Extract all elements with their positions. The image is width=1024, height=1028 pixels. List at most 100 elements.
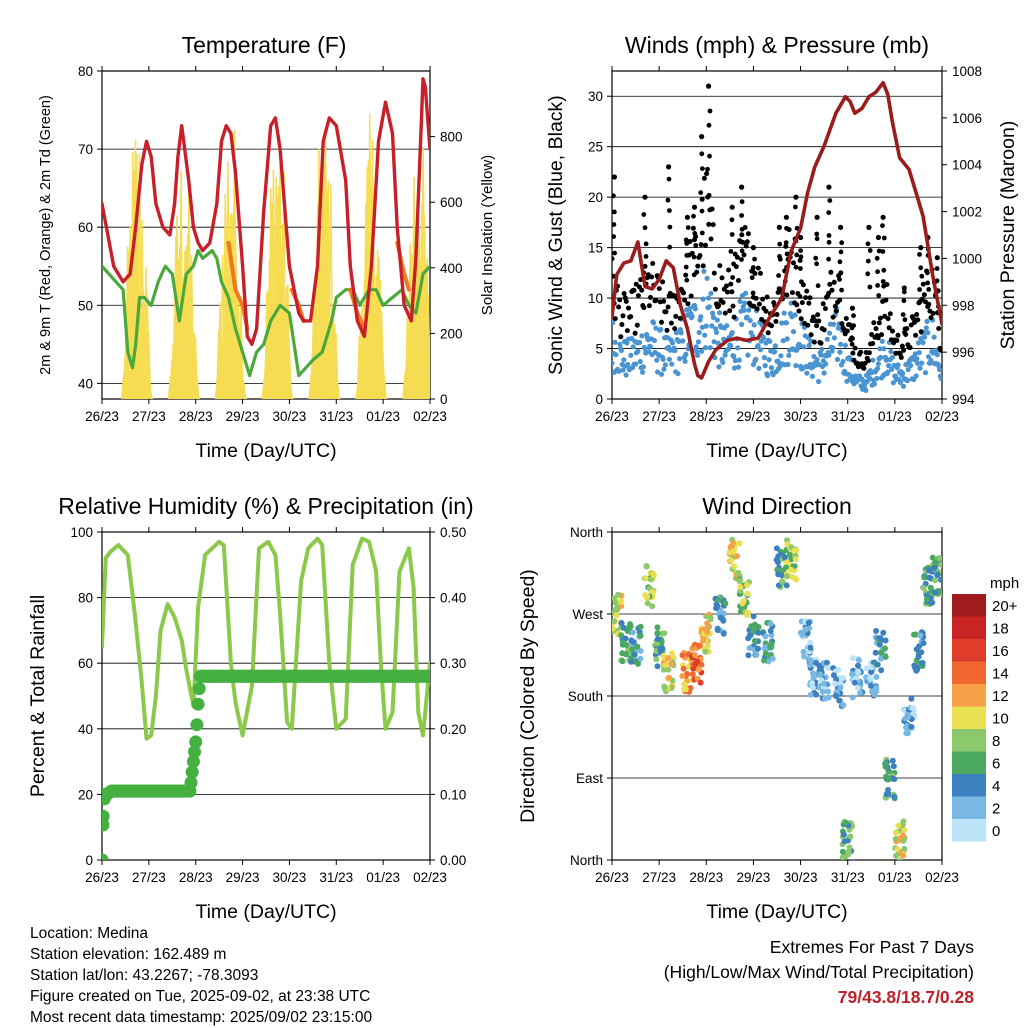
- wind-point: [818, 352, 824, 358]
- direction-point: [936, 555, 942, 562]
- direction-point: [882, 645, 888, 652]
- wind-point: [768, 365, 775, 371]
- precip-point: [186, 755, 200, 769]
- direction-point: [800, 648, 807, 655]
- direction-point: [882, 760, 889, 767]
- gust-point: [837, 259, 843, 265]
- direction-cluster: [892, 818, 908, 860]
- legend-title: mph: [990, 575, 1019, 592]
- wind-point: [920, 340, 926, 346]
- gust-point: [796, 308, 802, 314]
- gust-point: [877, 315, 883, 321]
- gust-point: [703, 242, 708, 248]
- legend-swatch: [952, 796, 986, 819]
- wind-point: [635, 348, 641, 354]
- y-right-tick-label: 0.10: [440, 787, 466, 802]
- gust-point: [844, 328, 850, 334]
- gust-point: [833, 308, 839, 314]
- direction-point: [783, 582, 790, 589]
- direction-point: [813, 691, 819, 698]
- gust-point: [804, 288, 810, 294]
- extremes-value: 79/43.8/18.7/0.28: [837, 987, 974, 1007]
- gust-point: [928, 315, 934, 321]
- direction-point: [612, 625, 616, 632]
- direction-point: [892, 829, 899, 836]
- direction-point: [613, 612, 620, 619]
- wind-point: [660, 356, 666, 362]
- gust-point: [917, 299, 923, 304]
- wind-point: [713, 329, 720, 335]
- direction-point: [836, 697, 843, 704]
- wind-series: [612, 80, 942, 393]
- direction-cluster: [627, 623, 644, 667]
- direction-cluster: [882, 756, 898, 802]
- gust-point: [902, 317, 908, 323]
- gust-point: [783, 243, 789, 249]
- gust-point: [739, 257, 744, 262]
- solar-day: [120, 139, 154, 399]
- wind-point: [744, 314, 750, 320]
- direction-point: [855, 669, 862, 676]
- gust-point: [612, 316, 618, 322]
- gust-point: [731, 261, 736, 267]
- precip-point: [102, 853, 109, 860]
- gust-point: [618, 334, 624, 340]
- gust-point: [855, 364, 861, 370]
- gust-point: [729, 232, 735, 237]
- wind-point: [840, 358, 846, 365]
- gust-point: [826, 210, 832, 216]
- gust-peak-point: [642, 194, 648, 200]
- gust-point: [881, 267, 887, 273]
- wind-point: [922, 334, 928, 340]
- wind-point: [706, 304, 713, 310]
- gust-point: [867, 284, 873, 290]
- gust-point: [707, 108, 713, 114]
- gust-point: [723, 283, 729, 289]
- x-tick-label: 31/23: [831, 870, 865, 885]
- direction-point: [840, 831, 847, 838]
- gust-point: [711, 270, 717, 276]
- direction-point: [878, 649, 884, 656]
- direction-point: [637, 632, 644, 639]
- direction-point: [696, 643, 703, 650]
- y-tick-label: 30: [588, 89, 603, 104]
- legend-swatch: [952, 751, 986, 774]
- gust-point: [641, 305, 647, 311]
- gust-point: [838, 249, 844, 255]
- y-tick-label: 25: [588, 140, 603, 155]
- gust-point: [776, 273, 781, 278]
- direction-point: [801, 653, 808, 660]
- gust-point: [643, 254, 649, 259]
- gust-point: [685, 301, 691, 307]
- direction-point: [698, 661, 705, 668]
- x-tick-label: 29/23: [737, 870, 771, 885]
- gust-point: [656, 286, 662, 292]
- wind-point: [923, 325, 929, 331]
- gust-point: [663, 309, 669, 315]
- x-tick-label: 29/23: [226, 409, 260, 424]
- wind-point: [889, 354, 896, 360]
- wind-point: [720, 359, 726, 365]
- gust-point: [913, 332, 919, 338]
- gust-point: [612, 209, 617, 215]
- wind-point: [926, 354, 932, 360]
- gust-point: [704, 171, 710, 177]
- y-axis-label: 2m & 9m T (Red, Orange) & 2m Td (Green): [38, 95, 54, 375]
- legend-label: 16: [992, 643, 1009, 660]
- y-tick-label: 40: [78, 376, 93, 391]
- gust-point: [820, 301, 826, 307]
- wind-point: [783, 320, 790, 326]
- gust-point: [692, 231, 698, 236]
- wind-point: [767, 338, 773, 344]
- gust-point: [861, 365, 867, 371]
- y-right-tick-label: 996: [952, 345, 975, 360]
- direction-point: [705, 622, 711, 629]
- direction-point: [808, 657, 815, 664]
- direction-cluster: [712, 594, 729, 637]
- gust-point: [811, 339, 817, 345]
- gust-point: [876, 248, 882, 254]
- direction-point: [849, 671, 855, 678]
- direction-point: [806, 662, 813, 668]
- direction-point: [637, 623, 644, 630]
- precip-point: [190, 718, 204, 732]
